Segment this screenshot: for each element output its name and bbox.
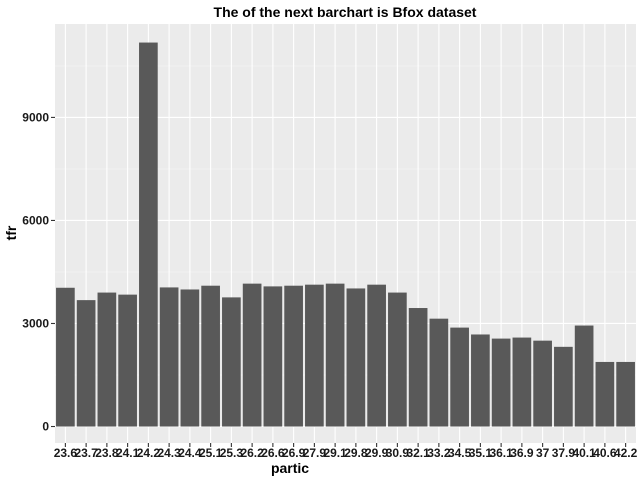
bar-29.1 (325, 283, 345, 427)
x-tick-label: 25.3 (220, 446, 244, 460)
bar-30.9 (388, 292, 407, 427)
bar-25.3 (222, 297, 241, 427)
bar-36.9 (512, 337, 532, 427)
x-tick-label: 24.3 (157, 446, 181, 460)
bar-29.8 (346, 288, 366, 427)
bar-24.4 (180, 289, 200, 427)
x-tick-label: 37.9 (552, 446, 576, 460)
bars-layer (56, 42, 635, 427)
y-tick-label: 3000 (22, 316, 49, 330)
x-tick-label: 32.1 (406, 446, 430, 460)
x-tick-label: 29.1 (323, 446, 347, 460)
x-tick-label: 34.5 (448, 446, 472, 460)
y-axis-title: tfr (3, 225, 19, 240)
x-tick-label: 25.1 (199, 446, 223, 460)
y-tick-label: 0 (42, 420, 49, 434)
x-tick-label: 24.2 (137, 446, 161, 460)
x-tick-label: 42.2 (614, 446, 638, 460)
bar-33.2 (429, 318, 449, 427)
x-tick-label: 23.7 (74, 446, 98, 460)
x-tick-label: 24.1 (116, 446, 140, 460)
x-tick-label: 27.9 (303, 446, 327, 460)
x-tick-label: 30.9 (386, 446, 410, 460)
bar-42.2 (616, 361, 635, 427)
x-tick-label: 37 (536, 446, 550, 460)
x-tick-label: 40.1 (572, 446, 596, 460)
x-tick-label: 33.2 (427, 446, 451, 460)
y-tick-label: 9000 (22, 110, 49, 124)
bar-32.1 (408, 308, 428, 427)
bar-29.9 (367, 284, 386, 427)
bar-35.1 (471, 334, 490, 427)
chart-title: The of the next barchart is Bfox dataset (214, 4, 477, 20)
x-tick-label: 29.9 (365, 446, 389, 460)
x-tick-label: 40.6 (593, 446, 617, 460)
x-tick-label: 26.9 (282, 446, 306, 460)
bar-23.7 (76, 300, 96, 427)
x-tick-label: 35.1 (469, 446, 493, 460)
x-axis-title: partic (271, 460, 309, 476)
x-tick-label: 23.8 (95, 446, 119, 460)
x-tick-label: 26.6 (261, 446, 285, 460)
bar-27.9 (305, 284, 324, 427)
bar-25.1 (201, 285, 220, 427)
bar-40.1 (574, 325, 594, 427)
bar-23.6 (56, 287, 75, 427)
x-tick-label: 36.9 (510, 446, 534, 460)
bar-37.9 (554, 346, 573, 427)
bar-26.6 (263, 286, 283, 427)
y-tick-label: 6000 (22, 213, 49, 227)
bar-23.8 (97, 292, 117, 427)
x-tick-label: 23.6 (54, 446, 78, 460)
x-tick-label: 26.2 (240, 446, 264, 460)
bar-40.6 (595, 361, 615, 427)
x-tick-label: 29.8 (344, 446, 368, 460)
x-tick-label: 24.4 (178, 446, 202, 460)
x-axis: 23.623.723.824.124.224.324.425.125.326.2… (54, 443, 638, 460)
bar-24.1 (118, 294, 137, 427)
bar-26.9 (284, 285, 303, 427)
x-tick-label: 36.1 (489, 446, 513, 460)
bar-24.3 (159, 287, 179, 427)
bar-36.1 (491, 338, 511, 427)
bar-26.2 (242, 283, 262, 427)
bar-24.2 (139, 42, 158, 427)
y-axis: 0 3000 6000 9000 (22, 110, 55, 434)
bar-37 (533, 340, 552, 427)
bar-34.5 (450, 327, 469, 427)
